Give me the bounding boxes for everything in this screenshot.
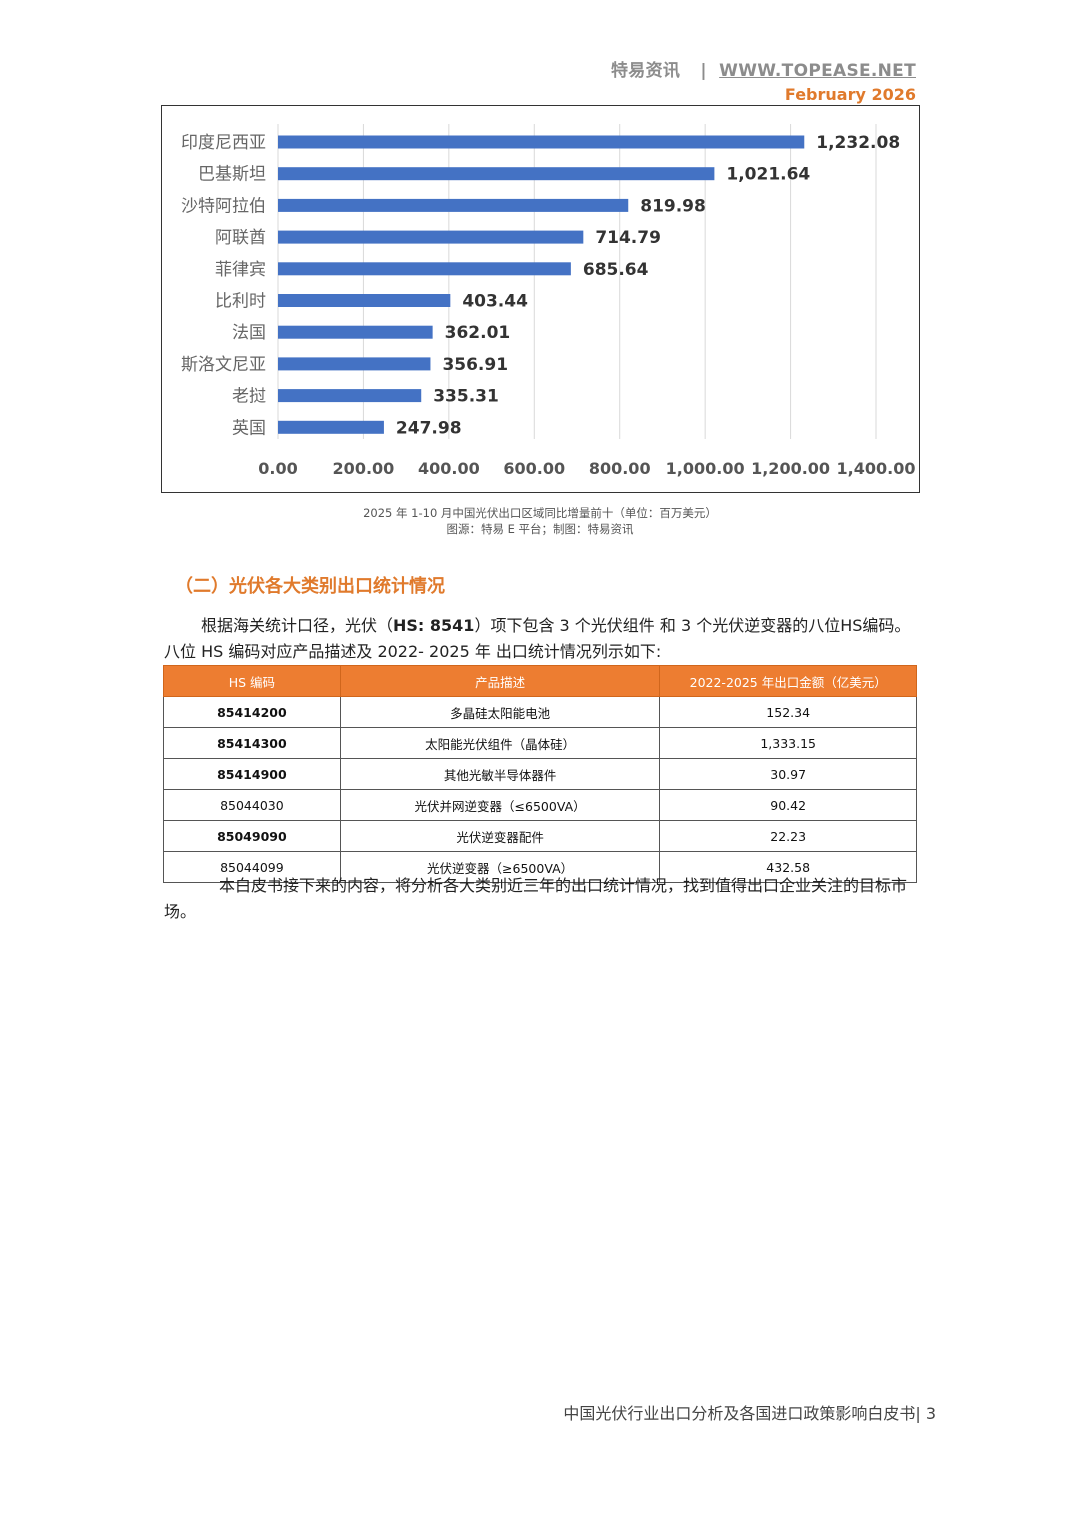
x-tick-label: 600.00 xyxy=(503,459,565,478)
category-label: 斯洛文尼亚 xyxy=(181,355,266,375)
data-label: 714.79 xyxy=(595,228,661,248)
bar xyxy=(278,230,584,244)
intro-text-1: 根据海关统计口径，光伏（ xyxy=(201,616,394,635)
table-row: 85049090 光伏逆变器配件 22.23 xyxy=(163,820,917,852)
bar xyxy=(278,389,422,403)
section-title: （二）光伏各大类别出口统计情况 xyxy=(175,576,445,597)
row-description: 光伏并网逆变器（≤6500VA） xyxy=(339,789,661,821)
intro-line-2: 八位 HS 编码对应产品描述及 2022- 2025 年 出口统计情况列示如下: xyxy=(164,642,662,661)
row-code: 85414900 xyxy=(163,758,341,790)
category-label: 老挝 xyxy=(232,387,266,407)
table-row: 85044030 光伏并网逆变器（≤6500VA） 90.42 xyxy=(163,789,917,821)
data-label: 247.98 xyxy=(396,418,462,438)
row-amount: 90.42 xyxy=(659,789,917,821)
x-tick-label: 1,200.00 xyxy=(751,459,830,478)
data-label: 403.44 xyxy=(462,292,528,312)
bar xyxy=(278,167,715,181)
chart-source: 图源：特易 E 平台；制图：特易资讯 xyxy=(446,522,634,536)
table-row: 85044099 光伏逆变器（≥6500VA） 432.58 xyxy=(163,851,917,883)
category-label: 印度尼西亚 xyxy=(181,133,266,153)
data-label: 335.31 xyxy=(433,387,499,407)
row-amount: 1,333.15 xyxy=(659,727,917,759)
bar xyxy=(278,325,433,339)
row-description: 光伏逆变器配件 xyxy=(339,820,661,852)
bar-chart: 0.00 200.00 400.00 600.00 800.00 1,000.00 1,20… xyxy=(161,105,920,493)
category-label: 沙特阿拉伯 xyxy=(181,196,266,216)
header-hs-code: HS 编码 xyxy=(163,665,341,697)
table-header-row: HS 编码 产品描述 2022-2025 年出口金额（亿美元） xyxy=(163,665,917,697)
table-row: 85414200 多晶硅太阳能电池 152.34 xyxy=(163,696,917,728)
data-label: 1,232.08 xyxy=(816,133,900,153)
bar xyxy=(278,294,451,307)
category-label: 比利时 xyxy=(215,292,266,312)
page-footer: 中国光伏行业出口分析及各国进口政策影响白皮书| 3 xyxy=(563,1400,936,1424)
category-label: 阿联酋 xyxy=(215,228,266,248)
x-tick-label: 1,400.00 xyxy=(837,459,916,478)
footer-separator: | xyxy=(915,1404,921,1423)
header-description: 产品描述 xyxy=(339,665,661,697)
x-tick-label: 400.00 xyxy=(418,459,480,478)
table-row: 85414900 其他光敏半导体器件 30.97 xyxy=(163,758,917,790)
intro-hs-code: HS: 8541 xyxy=(393,616,475,635)
data-label: 685.64 xyxy=(583,260,649,280)
bar-chart-svg: 0.00 200.00 400.00 600.00 800.00 1,000.00 1,20… xyxy=(181,124,916,478)
bar xyxy=(278,357,431,371)
category-label: 巴基斯坦 xyxy=(198,165,266,185)
header-brand: 特易资讯 xyxy=(610,61,681,81)
row-code: 85414200 xyxy=(163,696,341,728)
x-tick-label: 1,000.00 xyxy=(666,459,745,478)
header-brand-line: 特易资讯 | WWW.TOPEASE.NET xyxy=(611,56,916,81)
footer-title: 中国光伏行业出口分析及各国进口政策影响白皮书 xyxy=(563,1404,916,1423)
row-description: 多晶硅太阳能电池 xyxy=(339,696,661,728)
data-label: 362.01 xyxy=(445,323,511,343)
bar xyxy=(278,198,629,212)
category-label: 法国 xyxy=(232,323,266,343)
data-label: 356.91 xyxy=(442,355,508,375)
header-amount: 2022-2025 年出口金额（亿美元） xyxy=(659,665,917,697)
chart-caption: 2025 年 1-10 月中国光伏出口区域同比增量前十（单位：百万美元） xyxy=(363,506,717,520)
category-label: 菲律宾 xyxy=(215,260,266,280)
row-code: 85049090 xyxy=(163,820,341,852)
header-date: February 2026 xyxy=(784,85,916,104)
data-label: 1,021.64 xyxy=(726,165,810,185)
category-label: 英国 xyxy=(232,418,266,438)
row-description: 光伏逆变器（≥6500VA） xyxy=(339,851,661,883)
bar xyxy=(278,420,384,434)
page-header: 特易资讯 | WWW.TOPEASE.NET February 2026 xyxy=(611,56,916,104)
intro-paragraph: 根据海关统计口径，光伏（HS: 8541）项下包含 3 个光伏组件 和 3 个光… xyxy=(164,613,924,639)
row-amount: 22.23 xyxy=(659,820,917,852)
hs-code-table: HS 编码 产品描述 2022-2025 年出口金额（亿美元） 85414200… xyxy=(163,665,917,883)
row-amount: 152.34 xyxy=(659,696,917,728)
row-description: 太阳能光伏组件（晶体硅） xyxy=(339,727,661,759)
bar xyxy=(278,135,805,149)
table-row: 85414300 太阳能光伏组件（晶体硅） 1,333.15 xyxy=(163,727,917,759)
row-description: 其他光敏半导体器件 xyxy=(339,758,661,790)
x-tick-label: 200.00 xyxy=(333,459,395,478)
header-separator: | xyxy=(700,61,707,81)
page-number: 3 xyxy=(925,1404,936,1423)
x-tick-label: 0.00 xyxy=(258,459,297,478)
closing-paragraph: 本白皮书接下来的内容，将分析各大类别近三年的出口统计情况，找到值得出口企业关注的… xyxy=(164,876,908,921)
row-amount: 432.58 xyxy=(659,851,917,883)
data-label: 819.98 xyxy=(640,196,706,216)
row-amount: 30.97 xyxy=(659,758,917,790)
row-code: 85044099 xyxy=(163,851,341,883)
x-tick-label: 800.00 xyxy=(589,459,651,478)
intro-text-2: ）项下包含 3 个光伏组件 和 3 个光伏逆变器的八位HS编码。 xyxy=(474,616,911,635)
row-code: 85414300 xyxy=(163,727,341,759)
header-site[interactable]: WWW.TOPEASE.NET xyxy=(719,61,916,81)
bar xyxy=(278,262,571,276)
row-code: 85044030 xyxy=(163,789,341,821)
